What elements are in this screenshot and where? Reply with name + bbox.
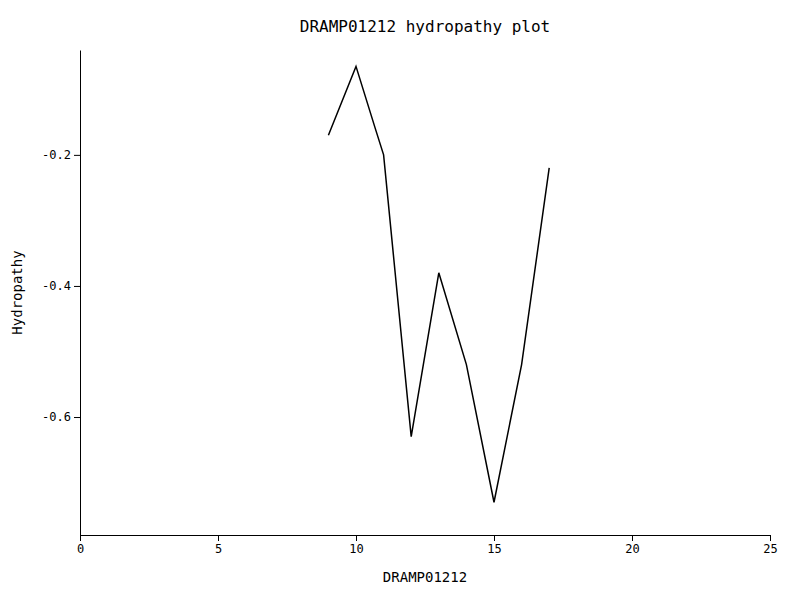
tick-label: -0.6 [42, 410, 71, 424]
y-axis-line [80, 51, 81, 536]
tick-label: 25 [763, 542, 777, 556]
y-axis-title: Hydropathy [9, 250, 25, 334]
chart-title: DRAMP01212 hydropathy plot [300, 17, 550, 36]
tick-mark [632, 535, 633, 541]
x-axis-title: DRAMP01212 [383, 569, 467, 585]
tick-label: 15 [487, 542, 501, 556]
tick-mark [80, 535, 81, 541]
tick-label: 0 [77, 542, 84, 556]
x-axis: 0 5 10 15 20 25 [77, 535, 778, 556]
tick: -0.4 [42, 279, 80, 293]
tick: 10 [349, 535, 363, 556]
tick-mark [356, 535, 357, 541]
tick-label: -0.4 [42, 279, 71, 293]
tick-mark [74, 417, 80, 418]
tick: 5 [215, 535, 222, 556]
tick-mark [74, 155, 80, 156]
tick-mark [494, 535, 495, 541]
tick: 20 [625, 535, 639, 556]
tick-label: 20 [625, 542, 639, 556]
tick-label: 10 [349, 542, 363, 556]
chart-container: 0 5 10 15 20 25 -0.6 -0.4 -0.2 DRAMP01212 hydropa… [0, 0, 800, 600]
x-axis-line [81, 535, 771, 536]
y-axis: -0.6 -0.4 -0.2 [42, 51, 80, 536]
tick-label: -0.2 [42, 148, 71, 162]
tick: -0.2 [42, 148, 80, 162]
plot-area [328, 66, 549, 502]
chart-svg: 0 5 10 15 20 25 -0.6 -0.4 -0.2 DRAMP01212 hydropa… [0, 0, 800, 600]
data-line [328, 66, 549, 502]
tick: 0 [77, 535, 84, 556]
tick: 15 [487, 535, 501, 556]
tick: -0.6 [42, 410, 80, 424]
tick-mark [74, 286, 80, 287]
tick-mark [218, 535, 219, 541]
tick-label: 5 [215, 542, 222, 556]
tick: 25 [763, 535, 777, 556]
tick-mark [770, 535, 771, 541]
